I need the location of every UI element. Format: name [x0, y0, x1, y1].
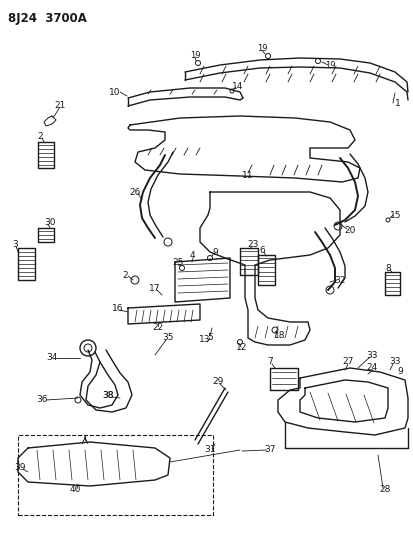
Text: 1: 1 — [394, 99, 400, 108]
Text: 22: 22 — [152, 324, 163, 333]
Text: 16: 16 — [112, 303, 123, 312]
Text: 10: 10 — [109, 87, 121, 96]
Text: 21: 21 — [54, 101, 66, 109]
Text: 34: 34 — [46, 353, 57, 362]
Text: 15: 15 — [389, 211, 401, 220]
Text: 3: 3 — [12, 239, 18, 248]
Bar — [18, 435, 212, 515]
Text: 38: 38 — [102, 392, 114, 400]
Text: 33: 33 — [366, 351, 377, 359]
Text: 2: 2 — [37, 132, 43, 141]
Text: 18: 18 — [273, 330, 285, 340]
Text: 17: 17 — [149, 284, 160, 293]
Text: 39: 39 — [14, 464, 26, 472]
Text: 9: 9 — [211, 247, 217, 256]
Text: 38: 38 — [102, 392, 114, 400]
Text: 14: 14 — [232, 82, 243, 91]
Text: 27: 27 — [342, 358, 353, 367]
Text: 5: 5 — [206, 334, 212, 343]
Text: 19: 19 — [324, 61, 335, 69]
Text: 11: 11 — [242, 171, 253, 180]
Text: 6: 6 — [259, 246, 264, 254]
Text: 20: 20 — [344, 225, 355, 235]
Text: 33: 33 — [388, 358, 400, 367]
Text: 26: 26 — [129, 188, 140, 197]
Text: 8J24  3700A: 8J24 3700A — [8, 12, 87, 25]
Text: 37: 37 — [263, 446, 275, 455]
Text: 25: 25 — [172, 257, 183, 266]
Text: 2: 2 — [122, 271, 128, 279]
Text: 40: 40 — [69, 486, 81, 495]
Text: 36: 36 — [36, 395, 47, 405]
Text: 31: 31 — [204, 446, 215, 455]
Text: 19: 19 — [256, 44, 267, 52]
Text: 35: 35 — [162, 334, 173, 343]
Text: 24: 24 — [366, 364, 377, 373]
Text: 19: 19 — [189, 51, 200, 60]
Text: 13: 13 — [199, 335, 210, 344]
Text: 28: 28 — [378, 486, 390, 495]
Text: 32: 32 — [334, 276, 345, 285]
Text: 7: 7 — [266, 358, 272, 367]
Text: 4: 4 — [189, 251, 195, 260]
Text: 29: 29 — [212, 377, 223, 386]
Text: 8: 8 — [384, 263, 390, 272]
Text: 23: 23 — [247, 239, 258, 248]
Text: 9: 9 — [396, 367, 402, 376]
Text: 12: 12 — [236, 343, 247, 352]
Text: 30: 30 — [44, 217, 56, 227]
